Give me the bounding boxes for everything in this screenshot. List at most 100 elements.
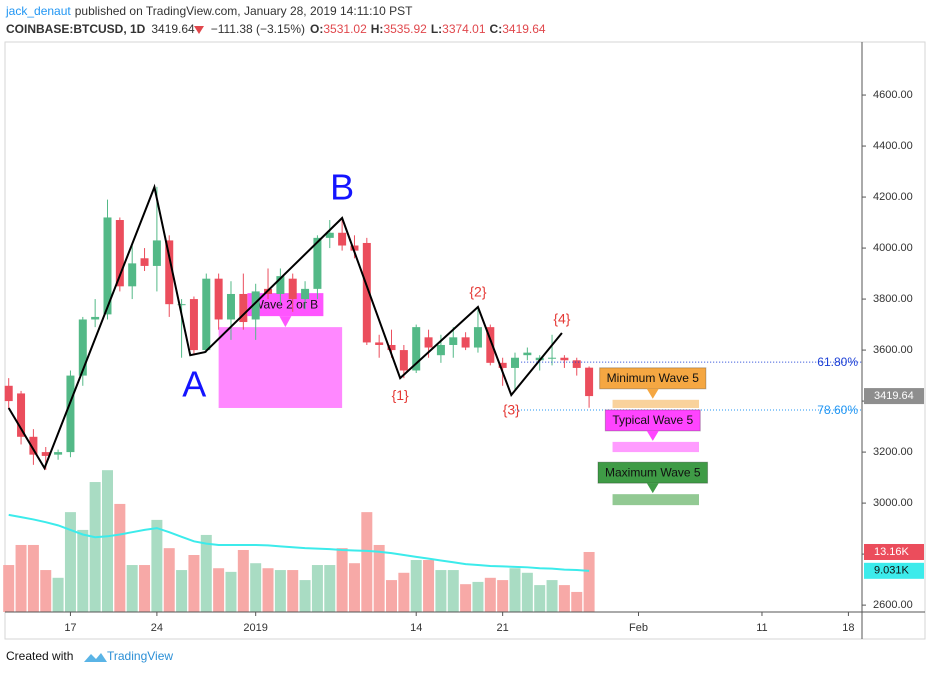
candle-body [548,357,557,359]
fib-label: 78.60% [817,403,858,417]
volume-bar [237,549,249,612]
volume-bar [311,565,323,612]
candle-body [91,316,100,320]
candle-body [189,299,198,351]
candle-body [375,342,384,345]
candle-body [78,319,87,376]
wave-label: {1} [392,387,409,403]
volume-bar [3,565,15,612]
volume-bar [114,503,126,612]
volume-bar [336,548,348,612]
volume-bar [583,551,595,612]
candle-body [54,452,63,455]
x-tick-label: 14 [410,622,422,634]
candle-body [399,350,408,371]
footer-created: Created with [6,649,73,663]
zone [218,327,343,408]
volume-bar [484,577,496,612]
y-tick-label: 4400.00 [873,140,913,152]
candle-body [498,362,507,368]
volume-ma [8,513,590,572]
y-tick-label: 3800.00 [873,293,913,305]
zone-label-arrow [279,316,292,328]
volume-bar [348,563,360,612]
volume-bar [423,560,435,612]
wave-label: {3} [503,402,520,418]
candle-body [202,278,211,351]
volume-bar [447,570,459,612]
change: −111.38 (−3.15%) [211,22,305,36]
candle-body [226,293,235,320]
y-tick-label: 3000.00 [873,497,913,509]
volume-ma-tag-box [864,562,924,579]
high-value: 3535.92 [383,22,427,36]
candle-body [140,258,149,266]
author: jack_denaut [5,4,71,18]
volume-bar [89,482,101,612]
target-label: Typical Wave 5 [612,413,693,427]
volume-bar [64,512,76,612]
volume-bar [225,571,237,612]
target-arrow [646,430,659,441]
volume-bar [410,560,422,612]
candle-body [17,393,26,437]
volume-bar [398,572,410,612]
header-line-2: COINBASE:BTCUSD, 1D 3419.64 −111.38 (−3.15… [6,22,546,36]
target-band [612,441,699,453]
candle-body [103,217,112,315]
volume-bar [101,470,113,612]
published: published on TradingView.com, January 28… [75,4,413,18]
y-tick-label: 2600.00 [873,599,913,611]
candle-body [362,242,371,343]
candle-body [424,337,433,348]
volume-bar [534,585,546,612]
candle-body [4,385,13,402]
candle-body [276,276,285,294]
volume-bar [324,565,336,612]
volume-bar [262,568,274,612]
volume-bar [521,572,533,612]
candle-body [115,220,124,287]
candle-body [313,237,322,289]
low-label: L: [431,22,442,36]
volume-bar [151,519,163,612]
volume-bar [27,544,39,612]
volume-bar [546,580,558,612]
plot: Wave 2 or B A B {1} {2} {3} {4} 61.80% 78.60% Min… [3,89,924,634]
frame [4,41,926,640]
volume-bar [558,585,570,612]
zone-label: Wave 2 or B [253,297,319,311]
candle-body [239,293,248,323]
candle-body [473,327,482,348]
last-price-tag-box [864,388,924,405]
candle-body [350,245,359,251]
volume-bar [213,568,225,612]
wave-label: A [182,364,206,405]
volume-bar [52,577,64,612]
candle-body [338,232,347,246]
x-tick-label: 24 [151,622,163,634]
volume-bar [386,580,398,612]
candle-body [128,263,137,287]
x-tick-label: 18 [842,622,854,634]
target-arrow [646,483,659,494]
volume-bar [126,565,138,612]
candle-body [412,327,421,371]
footer-brand: TradingView [107,649,173,663]
volume-bar [497,580,509,612]
candle-body [436,344,445,356]
volume-bar [299,580,311,612]
candle-body [301,288,310,300]
volume-bar [188,555,200,612]
candle-body [486,327,495,363]
volume-bar [200,534,212,612]
open-value: 3531.02 [323,22,367,36]
target-label: Minimum Wave 5 [607,371,700,385]
candle-body [41,452,50,456]
candle-body [152,240,161,266]
y-tick-label: 4600.00 [873,89,913,101]
volume-bar [287,570,299,612]
candle-body [214,278,223,320]
volume-bar [509,568,521,612]
